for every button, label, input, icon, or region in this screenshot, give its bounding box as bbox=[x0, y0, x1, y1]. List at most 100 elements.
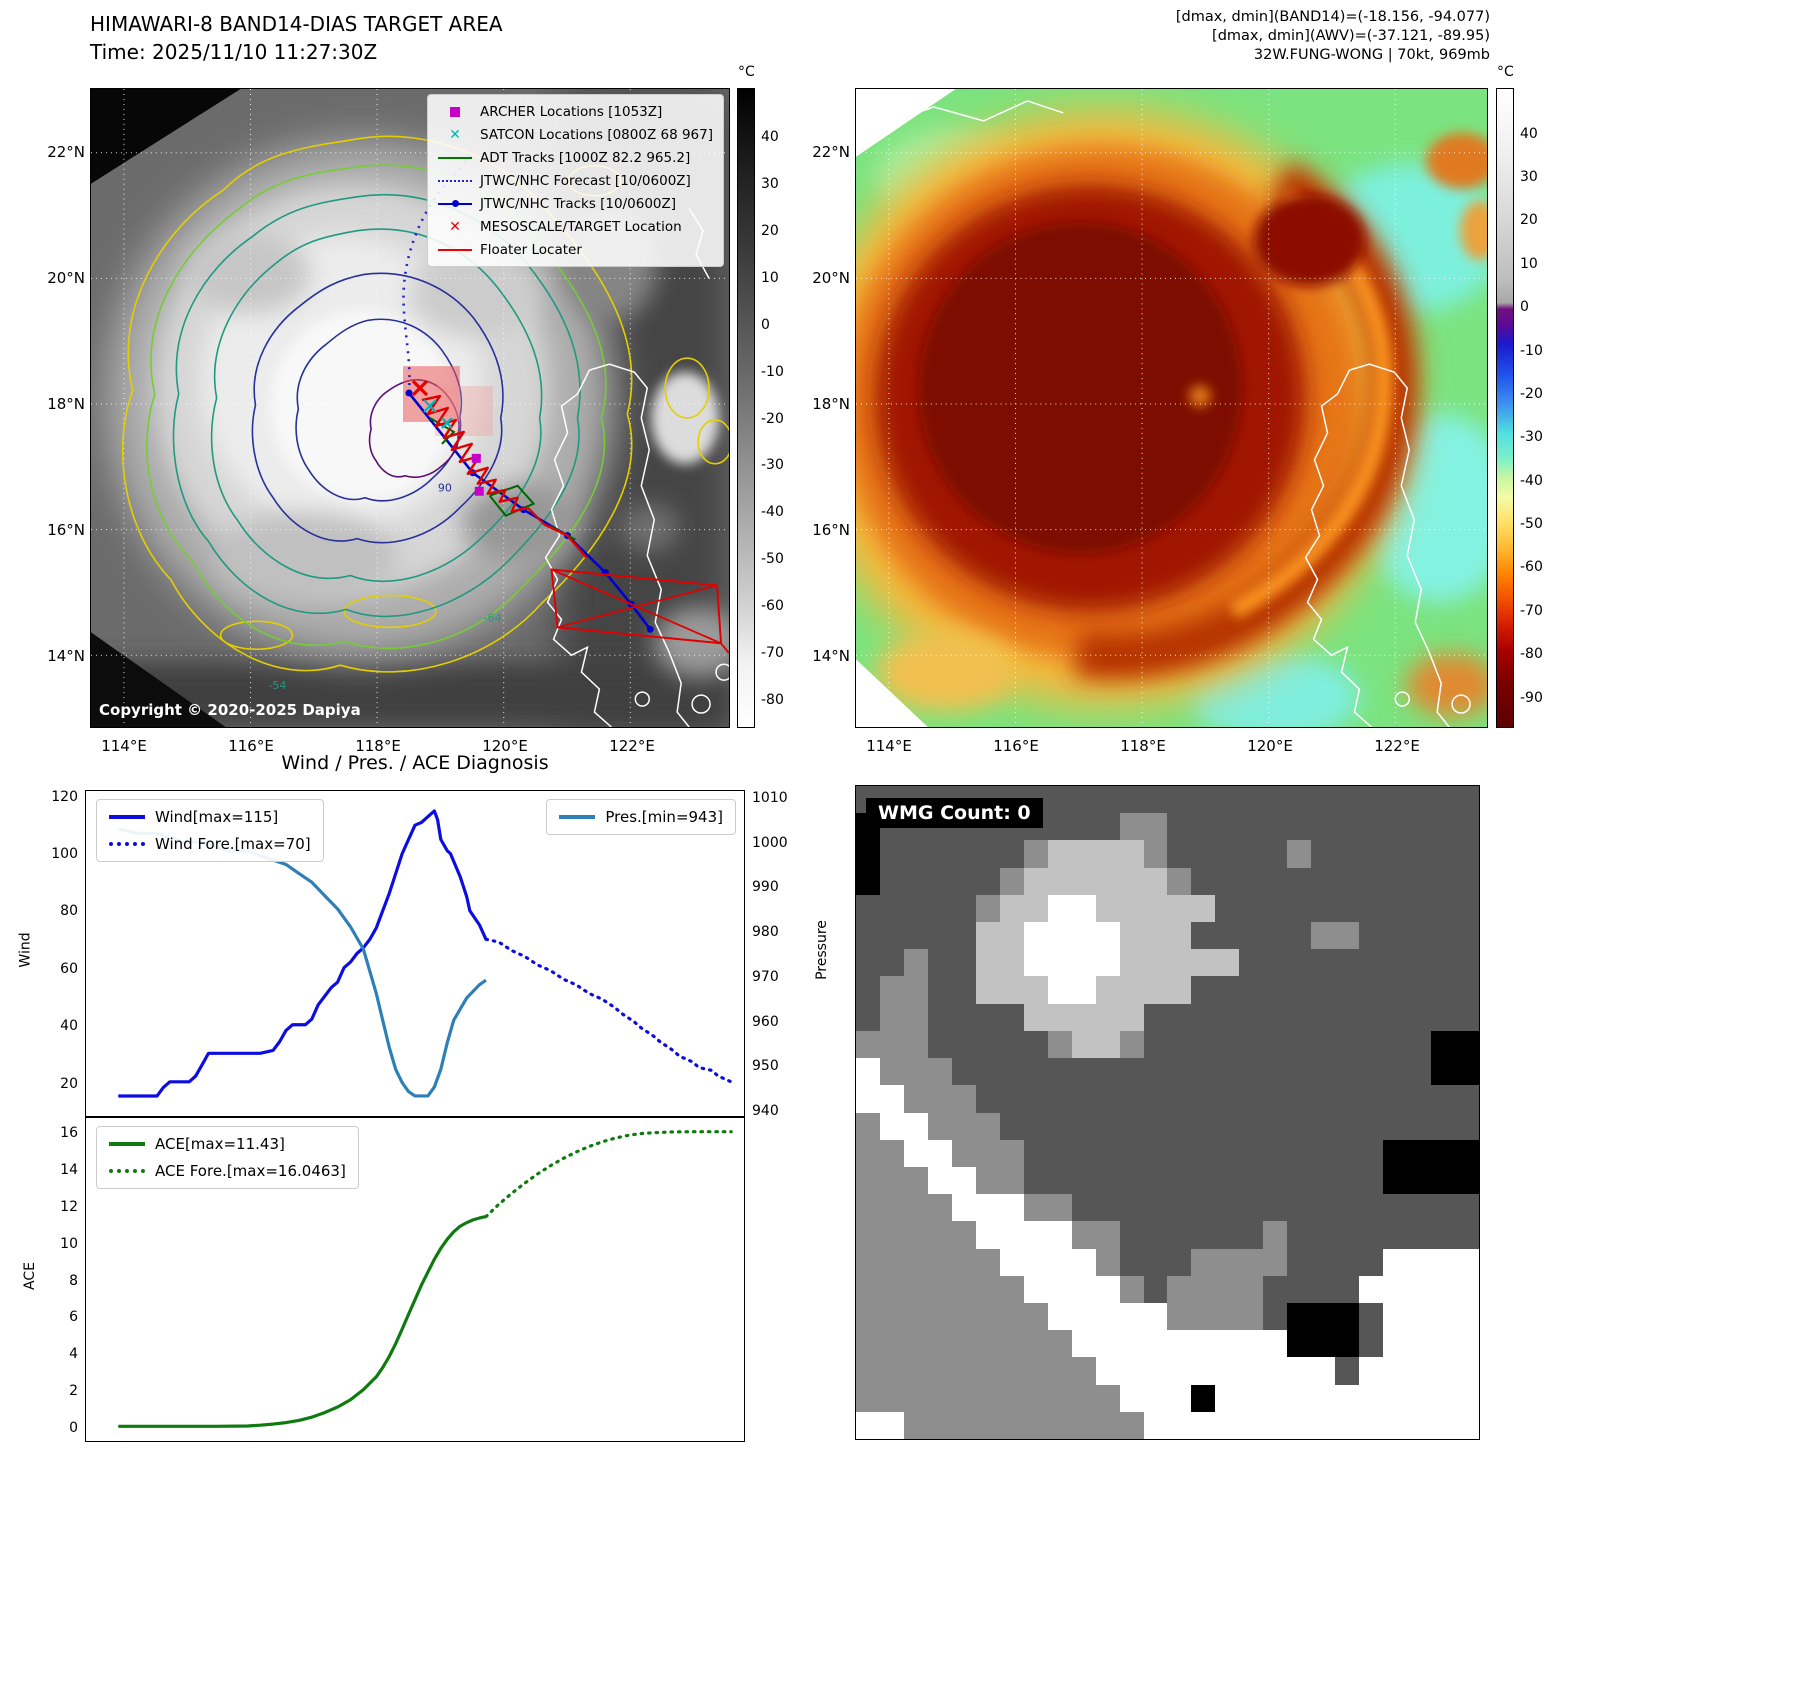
wmg-cell bbox=[903, 949, 928, 977]
wmg-cell bbox=[1215, 1166, 1240, 1195]
wmg-cell bbox=[1143, 894, 1168, 923]
wmg-cell bbox=[1239, 1330, 1264, 1358]
wmg-cell bbox=[903, 867, 928, 895]
awv-map-clip bbox=[856, 89, 1487, 727]
wmg-cell bbox=[1263, 1112, 1288, 1140]
wmg-cell bbox=[1407, 840, 1432, 868]
x-axis-tick-label: 120°E bbox=[482, 737, 528, 755]
wmg-cell bbox=[1383, 894, 1408, 923]
wmg-cell bbox=[1239, 786, 1264, 814]
wmg-cell bbox=[999, 1112, 1024, 1140]
wmg-cell bbox=[1311, 813, 1336, 841]
wmg-cell bbox=[1191, 1357, 1216, 1385]
wmg-cell bbox=[1359, 1357, 1384, 1385]
coastlines bbox=[883, 100, 1471, 727]
wmg-cell bbox=[879, 1085, 904, 1113]
wmg-cell bbox=[879, 976, 904, 1004]
colorbar-tick-label: -80 bbox=[1520, 646, 1543, 663]
wmg-cell bbox=[1455, 840, 1479, 868]
wmg-cell bbox=[1287, 1112, 1312, 1140]
wmg-cell bbox=[1119, 813, 1144, 841]
wmg-cell bbox=[1455, 1384, 1479, 1412]
legend-label: Floater Locater bbox=[480, 241, 582, 258]
wmg-cell bbox=[1047, 1166, 1072, 1195]
band14-map-legend: ARCHER Locations [1053Z] ✕ SATCON Location… bbox=[427, 94, 724, 267]
wmg-cell bbox=[1263, 867, 1288, 895]
wmg-cell bbox=[1359, 1248, 1384, 1276]
wmg-cell bbox=[1431, 1357, 1456, 1385]
wmg-cell bbox=[1431, 1221, 1456, 1249]
wmg-cell bbox=[951, 1030, 976, 1059]
wmg-cell bbox=[1383, 867, 1408, 895]
x-axis-tick-label: 122°E bbox=[1374, 737, 1420, 755]
wmg-cell bbox=[1287, 840, 1312, 868]
wmg-cell bbox=[1215, 1194, 1240, 1222]
wmg-cell bbox=[1095, 1330, 1120, 1358]
wmg-cell bbox=[1191, 1085, 1216, 1113]
wmg-cell bbox=[1311, 1112, 1336, 1140]
wmg-cell bbox=[1215, 867, 1240, 895]
wmg-cell bbox=[927, 1003, 952, 1031]
wmg-cell bbox=[1407, 949, 1432, 977]
wmg-cell bbox=[1335, 1248, 1360, 1276]
wmg-cell bbox=[1095, 813, 1120, 841]
wmg-cell bbox=[1359, 1112, 1384, 1140]
wmg-cell bbox=[1023, 1357, 1048, 1385]
wmg-panel: WMG Count: 0 bbox=[855, 785, 1480, 1440]
wmg-cell bbox=[1023, 867, 1048, 895]
wmg-cell bbox=[1215, 976, 1240, 1004]
wmg-cell bbox=[1287, 1330, 1312, 1358]
y-axis-tick-label: 20°N bbox=[47, 269, 85, 287]
band14-title: HIMAWARI-8 BAND14-DIAS TARGET AREA bbox=[90, 12, 503, 36]
wmg-cell bbox=[999, 1330, 1024, 1358]
wmg-cell bbox=[1167, 1248, 1192, 1276]
series-ace bbox=[118, 1215, 487, 1428]
wmg-cell bbox=[856, 1411, 880, 1439]
wmg-cell bbox=[951, 1194, 976, 1222]
y-axis-tick-label: 40 bbox=[60, 1018, 78, 1035]
wmg-cell bbox=[1023, 894, 1048, 923]
wmg-cell bbox=[1335, 840, 1360, 868]
wmg-cell bbox=[1431, 894, 1456, 923]
wmg-cell bbox=[1191, 1166, 1216, 1195]
wmg-cell bbox=[1047, 1357, 1072, 1385]
wmg-cell bbox=[856, 1194, 880, 1222]
colorbar-tick-label: -50 bbox=[761, 551, 784, 568]
wmg-cell bbox=[856, 922, 880, 950]
colorbar-tick-label: -20 bbox=[1520, 385, 1543, 402]
pressure-y-axis: 940 950 960 970 980 990 1000 1010 bbox=[752, 790, 806, 1120]
wmg-cell bbox=[1311, 1085, 1336, 1113]
legend-label: Wind Fore.[max=70] bbox=[155, 835, 311, 853]
wmg-cell bbox=[951, 949, 976, 977]
wmg-cell bbox=[927, 1302, 952, 1331]
wmg-cell bbox=[1239, 976, 1264, 1004]
wmg-cell bbox=[1455, 1139, 1479, 1167]
wmg-cell bbox=[1167, 1221, 1192, 1249]
wmg-cell bbox=[1023, 1384, 1048, 1412]
wmg-cell bbox=[879, 949, 904, 977]
y-axis-tick-label: 80 bbox=[60, 903, 78, 920]
wmg-cell bbox=[1023, 922, 1048, 950]
wmg-cell bbox=[1023, 840, 1048, 868]
line-sample-icon bbox=[109, 815, 145, 819]
pressure-axis-label: Pressure bbox=[813, 920, 830, 980]
wmg-cell bbox=[951, 1411, 976, 1439]
wmg-cell bbox=[1239, 1003, 1264, 1031]
wmg-cell bbox=[1023, 1112, 1048, 1140]
wmg-cell bbox=[903, 1384, 928, 1412]
wmg-cell bbox=[1383, 813, 1408, 841]
wmg-cell bbox=[1431, 1030, 1456, 1059]
wmg-cell bbox=[1407, 1139, 1432, 1167]
wmg-cell bbox=[1047, 1384, 1072, 1412]
wmg-cell bbox=[1071, 813, 1096, 841]
y-axis-tick-label: 120 bbox=[51, 788, 78, 805]
wmg-cell bbox=[1263, 1302, 1288, 1331]
wmg-cell bbox=[1047, 1139, 1072, 1167]
x-marker-icon: ✕ bbox=[449, 126, 461, 143]
wmg-cell bbox=[1143, 1112, 1168, 1140]
wmg-cell bbox=[999, 949, 1024, 977]
wmg-cell bbox=[1119, 1248, 1144, 1276]
wmg-cell bbox=[927, 1275, 952, 1303]
legend-item: ✕ SATCON Locations [0800Z 68 967] bbox=[438, 125, 713, 144]
wmg-cell bbox=[1023, 1302, 1048, 1331]
